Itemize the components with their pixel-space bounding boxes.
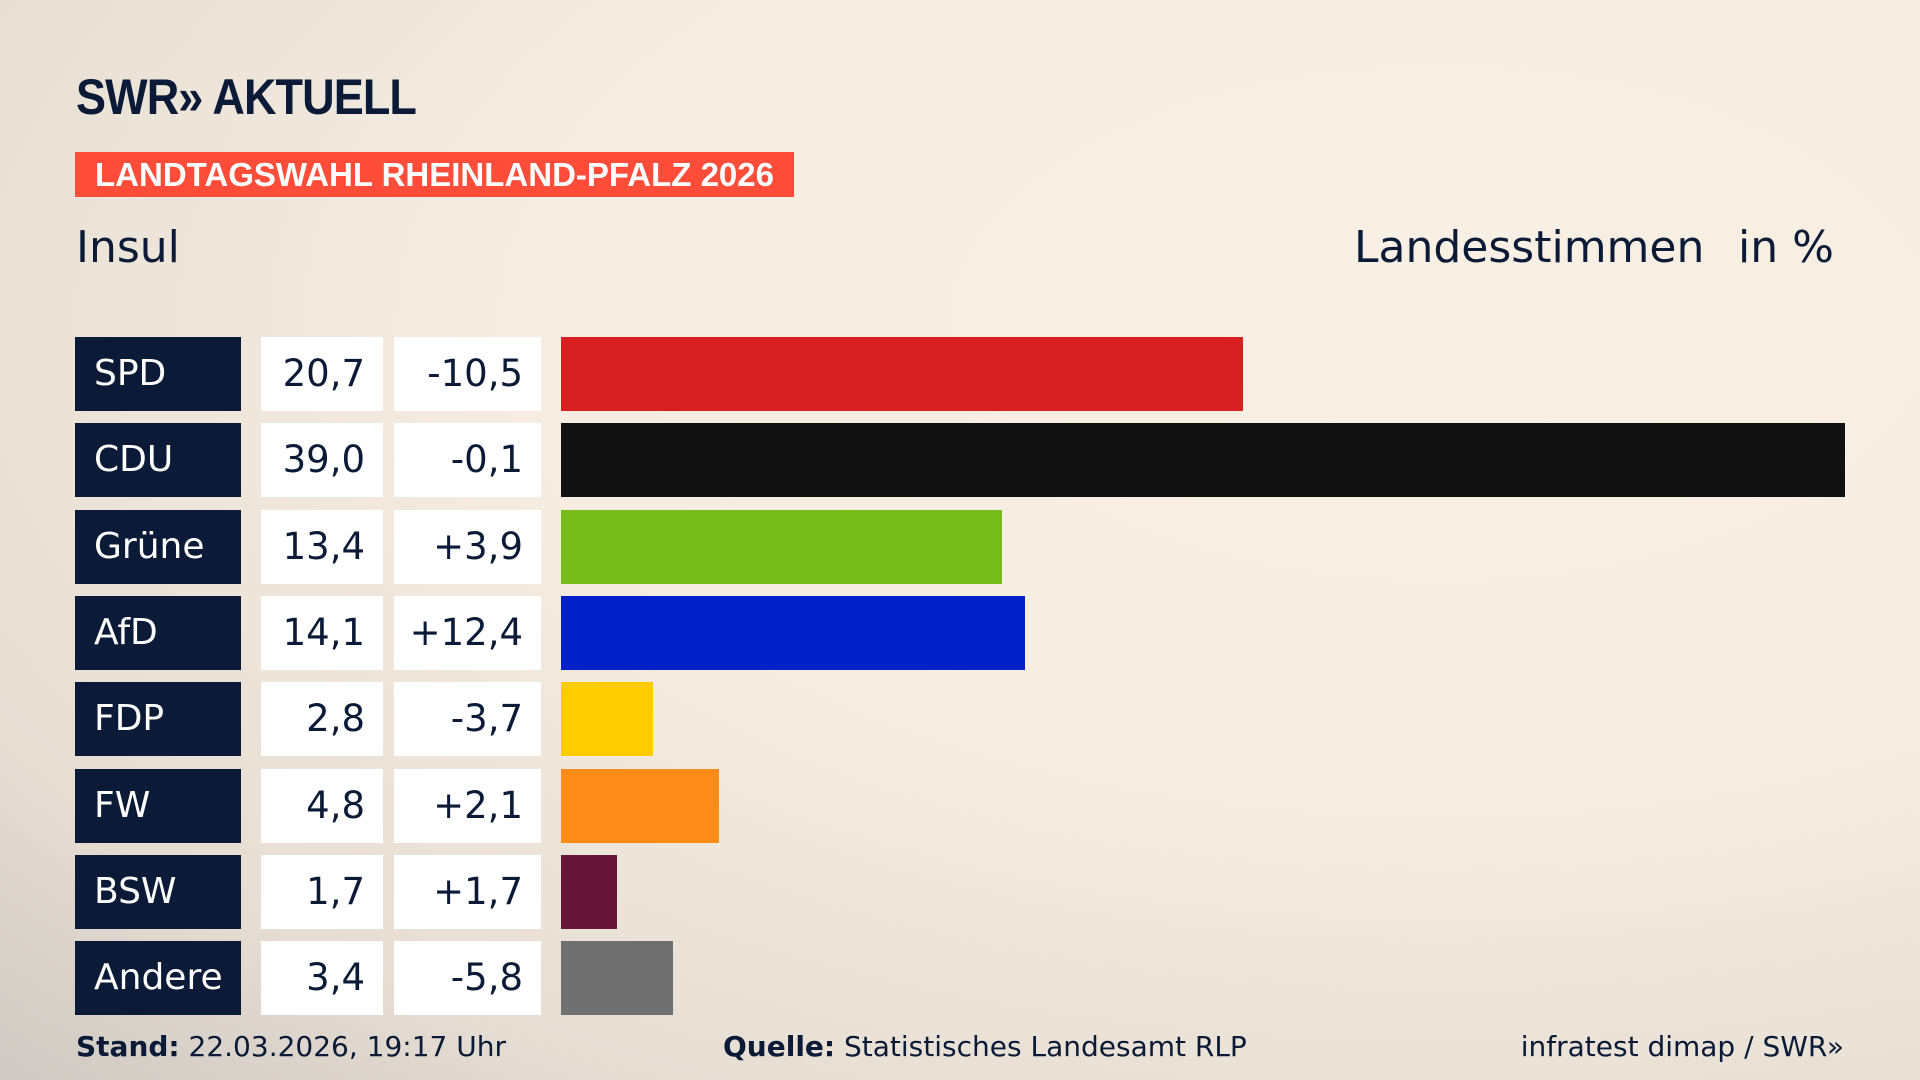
stand-value: 22.03.2026, 19:17 Uhr [188, 1030, 506, 1063]
bar-bsw [561, 854, 617, 929]
vote-share: 39,0 [261, 423, 383, 498]
credit: infratest dimap / SWR» [1520, 1030, 1844, 1063]
party-label: BSW [75, 854, 241, 929]
vote-share: 3,4 [261, 941, 383, 1016]
bar-fdp [561, 682, 654, 757]
bar-fw [561, 768, 720, 843]
vote-share: 20,7 [261, 337, 383, 411]
party-row: CDU 39,0 -0,1 [0, 423, 1920, 498]
vote-share: 1,7 [261, 854, 383, 929]
vote-change: +1,7 [394, 854, 541, 929]
party-row: FDP 2,8 -3,7 [0, 682, 1920, 757]
party-label: SPD [75, 337, 241, 411]
vote-share: 13,4 [261, 509, 383, 584]
party-label: Grüne [75, 509, 241, 584]
timestamp: Stand: 22.03.2026, 19:17 Uhr [76, 1030, 506, 1063]
party-row: Grüne 13,4 +3,9 [0, 509, 1920, 584]
party-row: SPD 20,7 -10,5 [0, 337, 1920, 411]
vote-change: +2,1 [394, 768, 541, 843]
vote-change: +12,4 [394, 595, 541, 670]
vote-share: 14,1 [261, 595, 383, 670]
metric-label: Landesstimmen [1354, 222, 1705, 273]
party-row: AfD 14,1 +12,4 [0, 595, 1920, 670]
party-row: Andere 3,4 -5,8 [0, 941, 1920, 1016]
party-label: AfD [75, 595, 241, 670]
bar-cdu [561, 423, 1845, 498]
party-label: CDU [75, 423, 241, 498]
vote-share: 4,8 [261, 768, 383, 843]
vote-change: +3,9 [394, 509, 541, 584]
source-value: Statistisches Landesamt RLP [844, 1030, 1247, 1063]
source: Quelle: Statistisches Landesamt RLP [723, 1030, 1247, 1063]
vote-change: -10,5 [394, 337, 541, 411]
vote-change: -0,1 [394, 423, 541, 498]
swr-aktuell-logo: SWR» AKTUELL [76, 69, 417, 125]
vote-share: 2,8 [261, 682, 383, 757]
bar-andere [561, 941, 673, 1016]
vote-change: -5,8 [394, 941, 541, 1016]
stand-label: Stand: [76, 1030, 180, 1063]
bar-grüne [561, 509, 1003, 584]
party-label: FW [75, 768, 241, 843]
party-row: BSW 1,7 +1,7 [0, 854, 1920, 929]
bar-afd [561, 595, 1026, 670]
party-row: FW 4,8 +2,1 [0, 768, 1920, 843]
unit-label: in % [1738, 222, 1834, 273]
vote-change: -3,7 [394, 682, 541, 757]
source-label: Quelle: [723, 1030, 836, 1063]
party-label: Andere [75, 941, 241, 1016]
place-title: Insul [76, 222, 180, 273]
bar-spd [561, 337, 1243, 411]
election-banner: LANDTAGSWAHL RHEINLAND-PFALZ 2026 [75, 152, 794, 197]
party-label: FDP [75, 682, 241, 757]
